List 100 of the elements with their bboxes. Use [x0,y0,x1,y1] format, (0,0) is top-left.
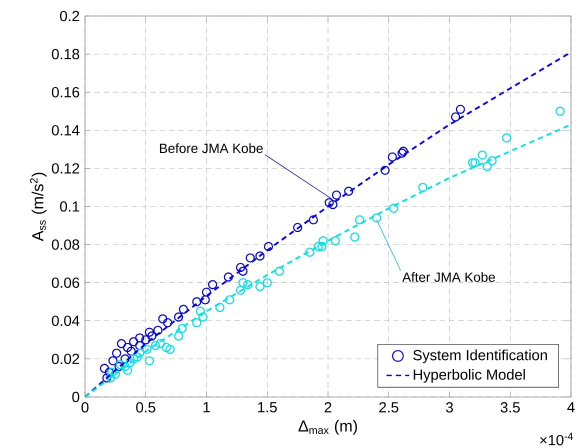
point [450,112,460,122]
point [456,104,466,114]
x-tick-label: 2.5 [379,402,398,413]
point [330,236,340,246]
point [150,340,160,350]
point [398,148,407,158]
point [478,150,487,160]
point [238,278,248,288]
point [470,158,480,168]
point [255,251,265,261]
point [208,280,218,290]
point [106,373,116,383]
point [317,242,327,252]
point [102,373,112,383]
point [293,222,302,232]
x-tick-label: 1.5 [258,402,277,412]
point [129,337,138,346]
point [132,352,142,362]
point [224,295,234,304]
line-series [85,51,571,397]
point [200,295,210,304]
point [328,200,338,210]
point [305,248,314,257]
y-tick-label: 0.1 [60,201,80,212]
annotation: After JMA Kobe [402,272,495,282]
y-tick-label: 0.14 [52,125,80,136]
point [380,166,390,175]
y-tick-label: 0.06 [52,278,80,288]
line-series [85,124,571,397]
point [215,302,224,312]
point [153,326,162,335]
point [125,358,135,368]
point [255,282,265,292]
point [418,182,428,192]
point [126,346,136,356]
point [135,333,144,343]
point [158,314,168,324]
point [262,278,272,288]
point [156,339,165,348]
point [198,312,208,322]
x-tick-label: 2 [324,402,332,412]
point [264,242,274,252]
point [122,342,132,352]
point [398,146,408,156]
point [202,288,212,297]
point [243,280,252,290]
point [487,156,497,166]
point [178,304,188,314]
legend-label: System Identification [413,350,547,364]
point [350,232,360,242]
y-tick-label: 0.2 [60,10,80,22]
point [135,348,144,358]
point [110,370,120,379]
y-tick-label: 0.08 [52,239,80,250]
x-tick-label: 1 [204,402,210,412]
x-tick-label: 0.5 [136,402,156,413]
y-tick-label: 0.02 [52,354,80,364]
point [314,242,323,252]
point [238,266,248,276]
x-tick-label: 4 [567,402,575,412]
point [129,354,138,364]
point [165,344,175,354]
point [192,297,202,306]
point [116,339,126,348]
x-tick-label: 3.5 [500,402,520,413]
point [332,190,342,200]
legend-label: Hyperbolic Model [414,369,525,383]
point [144,328,154,337]
point [112,348,122,358]
point [236,286,246,295]
x-tick-label: 3 [446,402,453,413]
point [120,354,130,364]
point [344,186,354,196]
y-tick-label: 0 [72,392,80,402]
point [389,204,398,213]
y-tick-label: 0.04 [52,316,80,326]
x-tick-label: 0 [81,402,88,413]
point [236,262,246,272]
y-tick-label: 0.12 [52,163,80,174]
point [144,356,154,366]
point [502,133,512,143]
point [174,331,184,341]
point [192,318,202,328]
point [142,344,152,354]
point [120,362,130,372]
point [178,324,187,334]
point [135,340,144,350]
text: ×10$^{-4}$ [540,432,573,446]
point [468,158,478,168]
x-axis-title: Δ$_{max}$ (m) [298,420,357,435]
point [174,312,184,322]
point [274,266,284,276]
y-tick-label: 0.18 [52,48,80,60]
point [107,368,116,377]
point [482,162,492,172]
annotation: Before JMA Kobe [160,143,263,154]
point [354,215,364,224]
y-axis-title: A$_{ss}$ (m/s$^{2}$) [30,172,47,242]
point [224,272,233,282]
point [196,306,206,316]
